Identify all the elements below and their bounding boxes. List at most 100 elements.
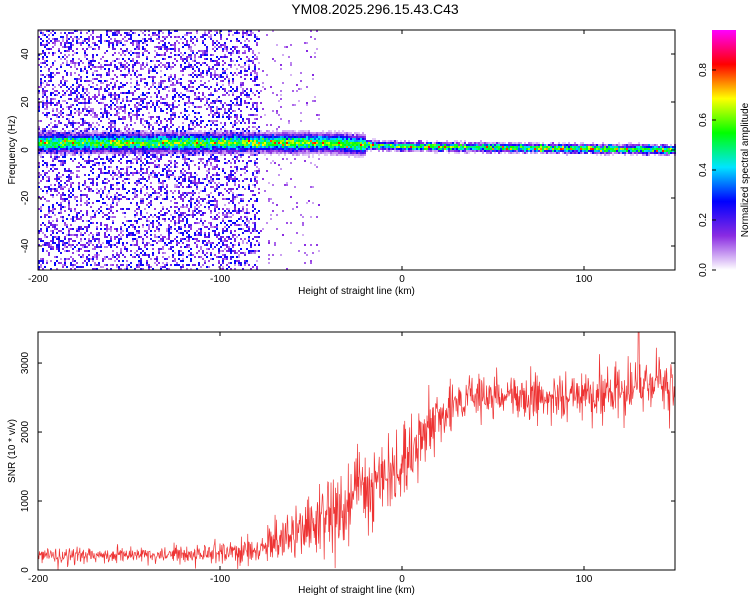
heatmap-cell <box>184 176 186 178</box>
heatmap-cell <box>210 176 212 178</box>
heatmap-cell <box>86 122 88 124</box>
heatmap-cell <box>94 262 96 264</box>
heatmap-cell <box>224 240 226 242</box>
heatmap-cell <box>90 126 92 128</box>
heatmap-cell <box>214 210 216 212</box>
heatmap-cell <box>160 84 162 86</box>
heatmap-cell <box>188 146 190 148</box>
heatmap-cell <box>46 140 48 142</box>
heatmap-cell <box>222 60 224 62</box>
heatmap-cell <box>60 138 62 140</box>
heatmap-cell <box>122 140 124 142</box>
heatmap-cell <box>130 150 132 152</box>
heatmap-cell <box>232 196 234 198</box>
heatmap-cell <box>126 126 128 128</box>
heatmap-cell <box>158 140 160 142</box>
heatmap-cell <box>40 74 42 76</box>
heatmap-cell <box>182 74 184 76</box>
heatmap-cell <box>234 234 236 236</box>
heatmap-cell <box>156 260 158 262</box>
heatmap-cell <box>144 184 146 186</box>
heatmap-cell <box>74 246 76 248</box>
heatmap-cell <box>198 138 200 140</box>
heatmap-cell <box>122 110 124 112</box>
heatmap-cell <box>120 232 122 234</box>
heatmap-cell <box>44 266 46 268</box>
heatmap-cell <box>228 52 230 54</box>
heatmap-cell <box>88 134 90 136</box>
heatmap-cell <box>76 132 78 134</box>
heatmap-cell <box>218 168 220 170</box>
heatmap-cell <box>202 212 204 214</box>
heatmap-cell <box>218 248 220 250</box>
heatmap-cell <box>214 146 216 148</box>
heatmap-cell <box>110 30 112 32</box>
heatmap-cell <box>40 216 42 218</box>
heatmap-cell <box>186 256 188 258</box>
heatmap-cell <box>230 106 232 108</box>
heatmap-cell <box>130 162 132 164</box>
heatmap-cell <box>150 244 152 246</box>
heatmap-cell <box>88 152 90 154</box>
heatmap-cell <box>112 32 114 34</box>
heatmap-cell <box>84 188 86 190</box>
heatmap-cell <box>124 112 126 114</box>
heatmap-cell <box>160 110 162 112</box>
heatmap-cell <box>104 264 106 266</box>
heatmap-cell <box>124 74 126 76</box>
heatmap-cell <box>232 134 234 136</box>
heatmap-cell <box>134 144 136 146</box>
heatmap-cell <box>210 112 212 114</box>
heatmap-cell <box>74 134 76 136</box>
heatmap-cell <box>132 110 134 112</box>
heatmap-cell <box>144 48 146 50</box>
heatmap-cell <box>234 104 236 106</box>
heatmap-cell <box>84 98 86 100</box>
heatmap-cell <box>104 178 106 180</box>
heatmap-cell <box>70 142 72 144</box>
heatmap-cell <box>100 112 102 114</box>
heatmap-cell <box>122 188 124 190</box>
heatmap-cell <box>98 262 100 264</box>
heatmap-cell <box>200 84 202 86</box>
heatmap-cell <box>62 162 64 164</box>
heatmap-cell <box>40 266 42 268</box>
heatmap-cell <box>56 116 58 118</box>
heatmap-cell <box>210 146 212 148</box>
heatmap-cell <box>124 68 126 70</box>
heatmap-cell <box>100 146 102 148</box>
heatmap-cell <box>182 122 184 124</box>
heatmap-cell <box>156 142 158 144</box>
heatmap-cell <box>174 228 176 230</box>
heatmap-cell <box>60 184 62 186</box>
heatmap-cell <box>224 226 226 228</box>
heatmap-cell <box>160 66 162 68</box>
heatmap-cell <box>108 40 110 42</box>
heatmap-cell <box>196 142 198 144</box>
heatmap-cell <box>226 150 228 152</box>
heatmap-cell <box>46 132 48 134</box>
heatmap-cell <box>174 132 176 134</box>
heatmap-cell <box>166 238 168 240</box>
heatmap-cell <box>210 106 212 108</box>
heatmap-cell <box>112 254 114 256</box>
heatmap-cell <box>114 136 116 138</box>
heatmap-cell <box>152 252 154 254</box>
heatmap-cell <box>212 168 214 170</box>
heatmap-cell <box>70 264 72 266</box>
heatmap-cell <box>180 70 182 72</box>
heatmap-cell <box>140 264 142 266</box>
heatmap-cell <box>142 198 144 200</box>
heatmap-cell <box>198 264 200 266</box>
heatmap-cell <box>72 146 74 148</box>
heatmap-cell <box>68 88 70 90</box>
heatmap-cell <box>64 198 66 200</box>
heatmap-cell <box>70 62 72 64</box>
heatmap-cell <box>180 260 182 262</box>
heatmap-cell <box>220 192 222 194</box>
heatmap-cell <box>222 260 224 262</box>
heatmap-cell <box>188 138 190 140</box>
heatmap-cell <box>124 40 126 42</box>
heatmap-cell <box>182 220 184 222</box>
heatmap-cell <box>124 188 126 190</box>
